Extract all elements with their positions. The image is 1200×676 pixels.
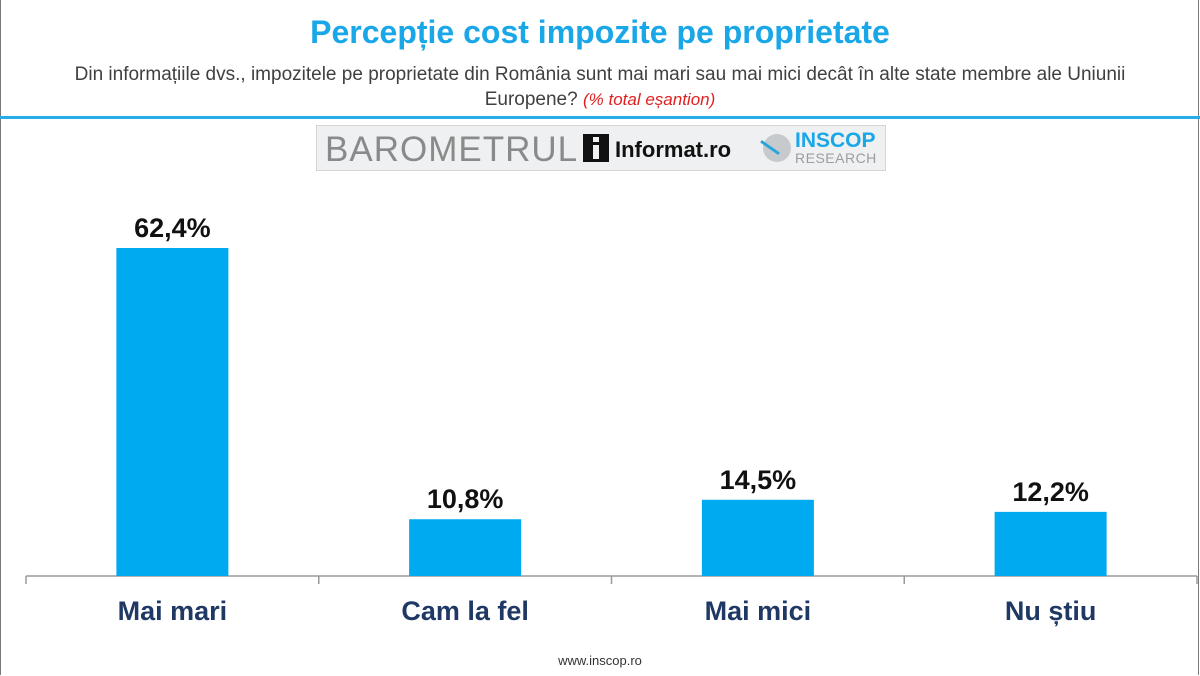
inscop-research-text: RESEARCH bbox=[795, 150, 877, 166]
bar bbox=[701, 499, 814, 576]
footer-url: www.inscop.ro bbox=[558, 653, 642, 668]
barometru-logo-text: BAROMETRUL bbox=[325, 130, 579, 169]
bar-value-label: 14,5% bbox=[720, 465, 797, 495]
subtitle-note: (% total eșantion) bbox=[582, 90, 716, 109]
bar bbox=[116, 248, 229, 576]
category-label: Mai mari bbox=[118, 596, 228, 626]
category-label: Cam la fel bbox=[401, 596, 529, 626]
inscop-logo-icon bbox=[763, 134, 791, 162]
informat-logo-icon bbox=[583, 134, 609, 162]
category-label: Mai mici bbox=[705, 596, 812, 626]
chart-title: Percepție cost impozite pe proprietate bbox=[310, 14, 890, 50]
informat-logo-text: Informat.ro bbox=[615, 137, 732, 162]
header-divider bbox=[0, 116, 1200, 119]
subtitle-question: Din informațiile dvs., impozitele pe pro… bbox=[74, 64, 1126, 110]
bar-value-label: 10,8% bbox=[427, 484, 504, 514]
inscop-logo-text: INSCOP bbox=[795, 129, 876, 152]
sponsor-banner: BAROMETRUL Informat.ro INSCOP RESEARCH bbox=[316, 125, 886, 171]
category-label: Nu știu bbox=[1005, 596, 1097, 626]
bar bbox=[409, 519, 522, 576]
bar-value-label: 62,4% bbox=[134, 213, 211, 243]
bar-value-label: 12,2% bbox=[1012, 477, 1089, 507]
bar bbox=[994, 511, 1107, 576]
chart-subtitle: Din informațiile dvs., impozitele pe pro… bbox=[60, 62, 1140, 112]
